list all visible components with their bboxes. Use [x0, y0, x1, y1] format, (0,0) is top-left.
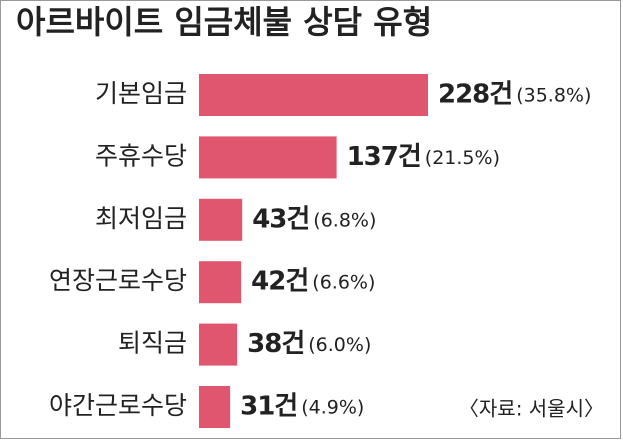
category-label: 연장근로수당 — [49, 266, 187, 295]
share-label: (21.5%) — [425, 147, 500, 169]
bar — [199, 136, 337, 179]
value-label: 38건 — [247, 329, 304, 359]
bar — [199, 74, 428, 116]
value-label: 43건 — [252, 204, 309, 234]
value-label: 42건 — [251, 267, 308, 297]
share-label: (6.8%) — [313, 209, 376, 231]
bar — [199, 386, 231, 428]
share-label: (6.6%) — [312, 272, 375, 294]
category-label: 기본임금 — [95, 79, 187, 108]
bar — [199, 261, 242, 304]
share-label: (4.9%) — [301, 397, 364, 419]
share-label: (6.0%) — [308, 334, 371, 356]
category-label: 최저임금 — [95, 204, 187, 233]
category-label: 야간근로수당 — [49, 391, 187, 420]
bar — [199, 323, 238, 366]
value-label: 31건 — [240, 392, 297, 422]
share-label: (35.8%) — [516, 85, 591, 107]
source: 〈자료: 서울시〉 — [459, 397, 604, 421]
chart-title: 아르바이트 임금체불 상담 유형 — [16, 3, 432, 41]
bar — [199, 198, 243, 241]
value-label: 137건 — [347, 142, 421, 172]
category-label: 퇴직금 — [118, 329, 187, 358]
category-label: 주휴수당 — [95, 141, 187, 170]
value-label: 228건 — [438, 80, 512, 110]
